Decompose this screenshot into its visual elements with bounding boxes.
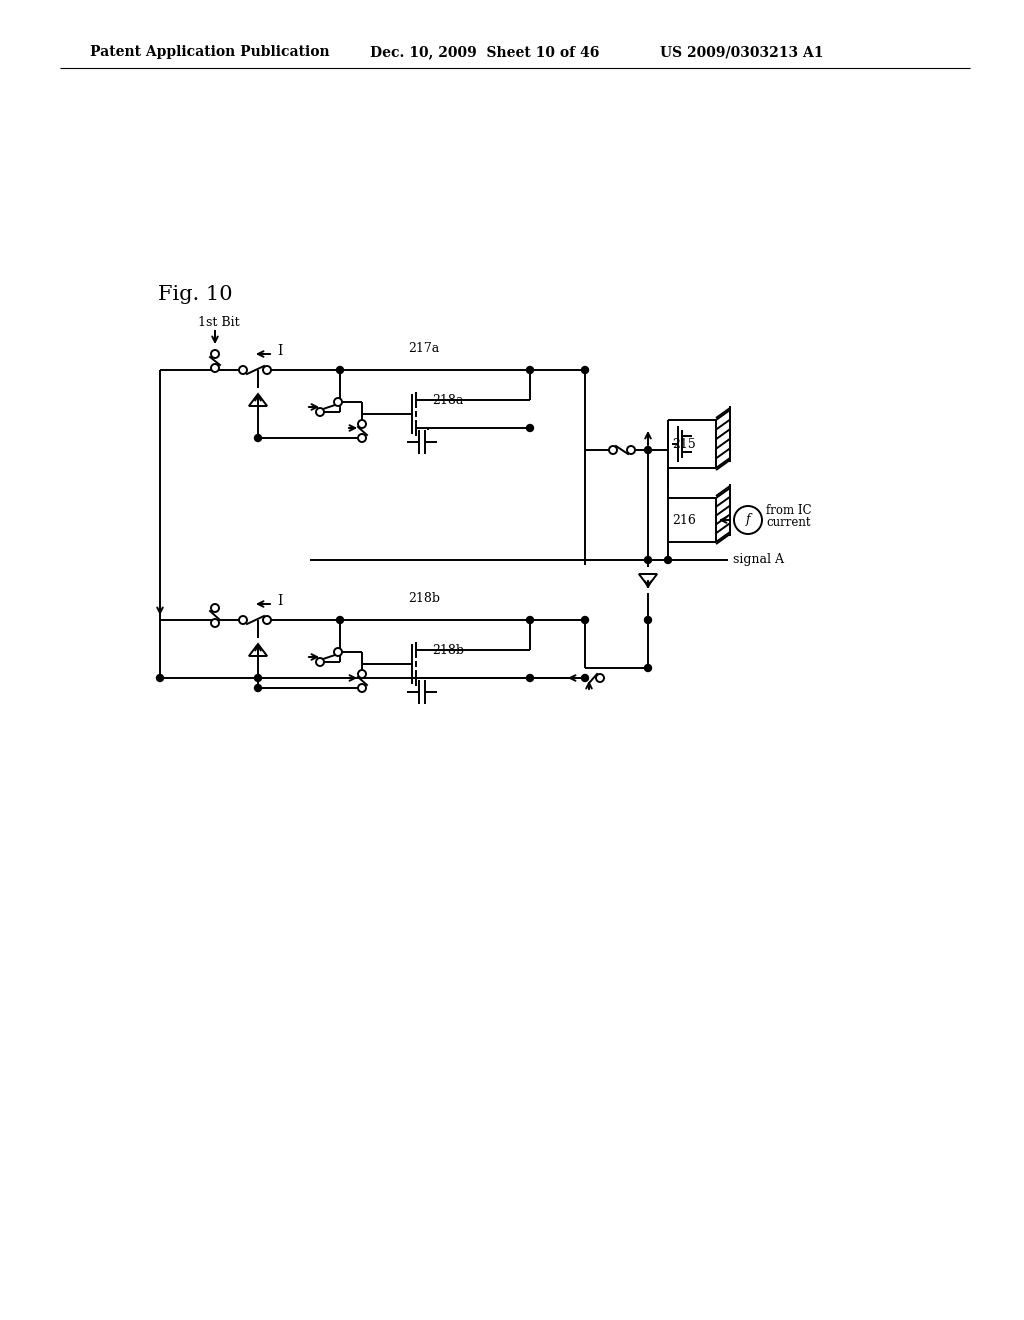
Circle shape xyxy=(358,420,366,428)
Text: Dec. 10, 2009  Sheet 10 of 46: Dec. 10, 2009 Sheet 10 of 46 xyxy=(370,45,599,59)
Circle shape xyxy=(526,675,534,681)
Text: 216: 216 xyxy=(672,513,696,527)
Text: I: I xyxy=(278,345,283,358)
Circle shape xyxy=(627,446,635,454)
Circle shape xyxy=(526,367,534,374)
Circle shape xyxy=(582,675,589,681)
Circle shape xyxy=(255,685,261,692)
Circle shape xyxy=(644,616,651,623)
Circle shape xyxy=(644,446,651,454)
Circle shape xyxy=(211,350,219,358)
Circle shape xyxy=(526,425,534,432)
Circle shape xyxy=(334,648,342,656)
Circle shape xyxy=(211,619,219,627)
Circle shape xyxy=(609,446,617,454)
Circle shape xyxy=(582,616,589,623)
Circle shape xyxy=(582,367,589,374)
Circle shape xyxy=(255,434,261,441)
Circle shape xyxy=(263,366,271,374)
Circle shape xyxy=(734,506,762,535)
Text: 218a: 218a xyxy=(432,393,464,407)
Circle shape xyxy=(239,366,247,374)
Circle shape xyxy=(334,399,342,407)
Circle shape xyxy=(337,367,343,374)
Text: 217a: 217a xyxy=(408,342,439,355)
Text: 215: 215 xyxy=(672,437,695,450)
Circle shape xyxy=(239,616,247,624)
Text: 218b: 218b xyxy=(408,591,440,605)
Circle shape xyxy=(644,664,651,672)
Circle shape xyxy=(665,557,672,564)
Circle shape xyxy=(316,657,324,667)
Circle shape xyxy=(644,557,651,564)
Circle shape xyxy=(358,671,366,678)
Text: I: I xyxy=(278,594,283,609)
Circle shape xyxy=(596,675,604,682)
Circle shape xyxy=(211,605,219,612)
Text: Fig. 10: Fig. 10 xyxy=(158,285,232,305)
Circle shape xyxy=(526,616,534,623)
Circle shape xyxy=(211,364,219,372)
Text: current: current xyxy=(766,516,811,529)
Text: 218b: 218b xyxy=(432,644,464,656)
Circle shape xyxy=(157,675,164,681)
Text: US 2009/0303213 A1: US 2009/0303213 A1 xyxy=(660,45,823,59)
Circle shape xyxy=(316,408,324,416)
Text: 1st Bit: 1st Bit xyxy=(198,317,240,330)
Circle shape xyxy=(358,684,366,692)
Text: f: f xyxy=(745,513,751,527)
Circle shape xyxy=(263,616,271,624)
Circle shape xyxy=(337,616,343,623)
Circle shape xyxy=(255,675,261,681)
Text: Patent Application Publication: Patent Application Publication xyxy=(90,45,330,59)
Text: from IC: from IC xyxy=(766,504,812,517)
Circle shape xyxy=(358,434,366,442)
Text: signal A: signal A xyxy=(733,553,784,566)
